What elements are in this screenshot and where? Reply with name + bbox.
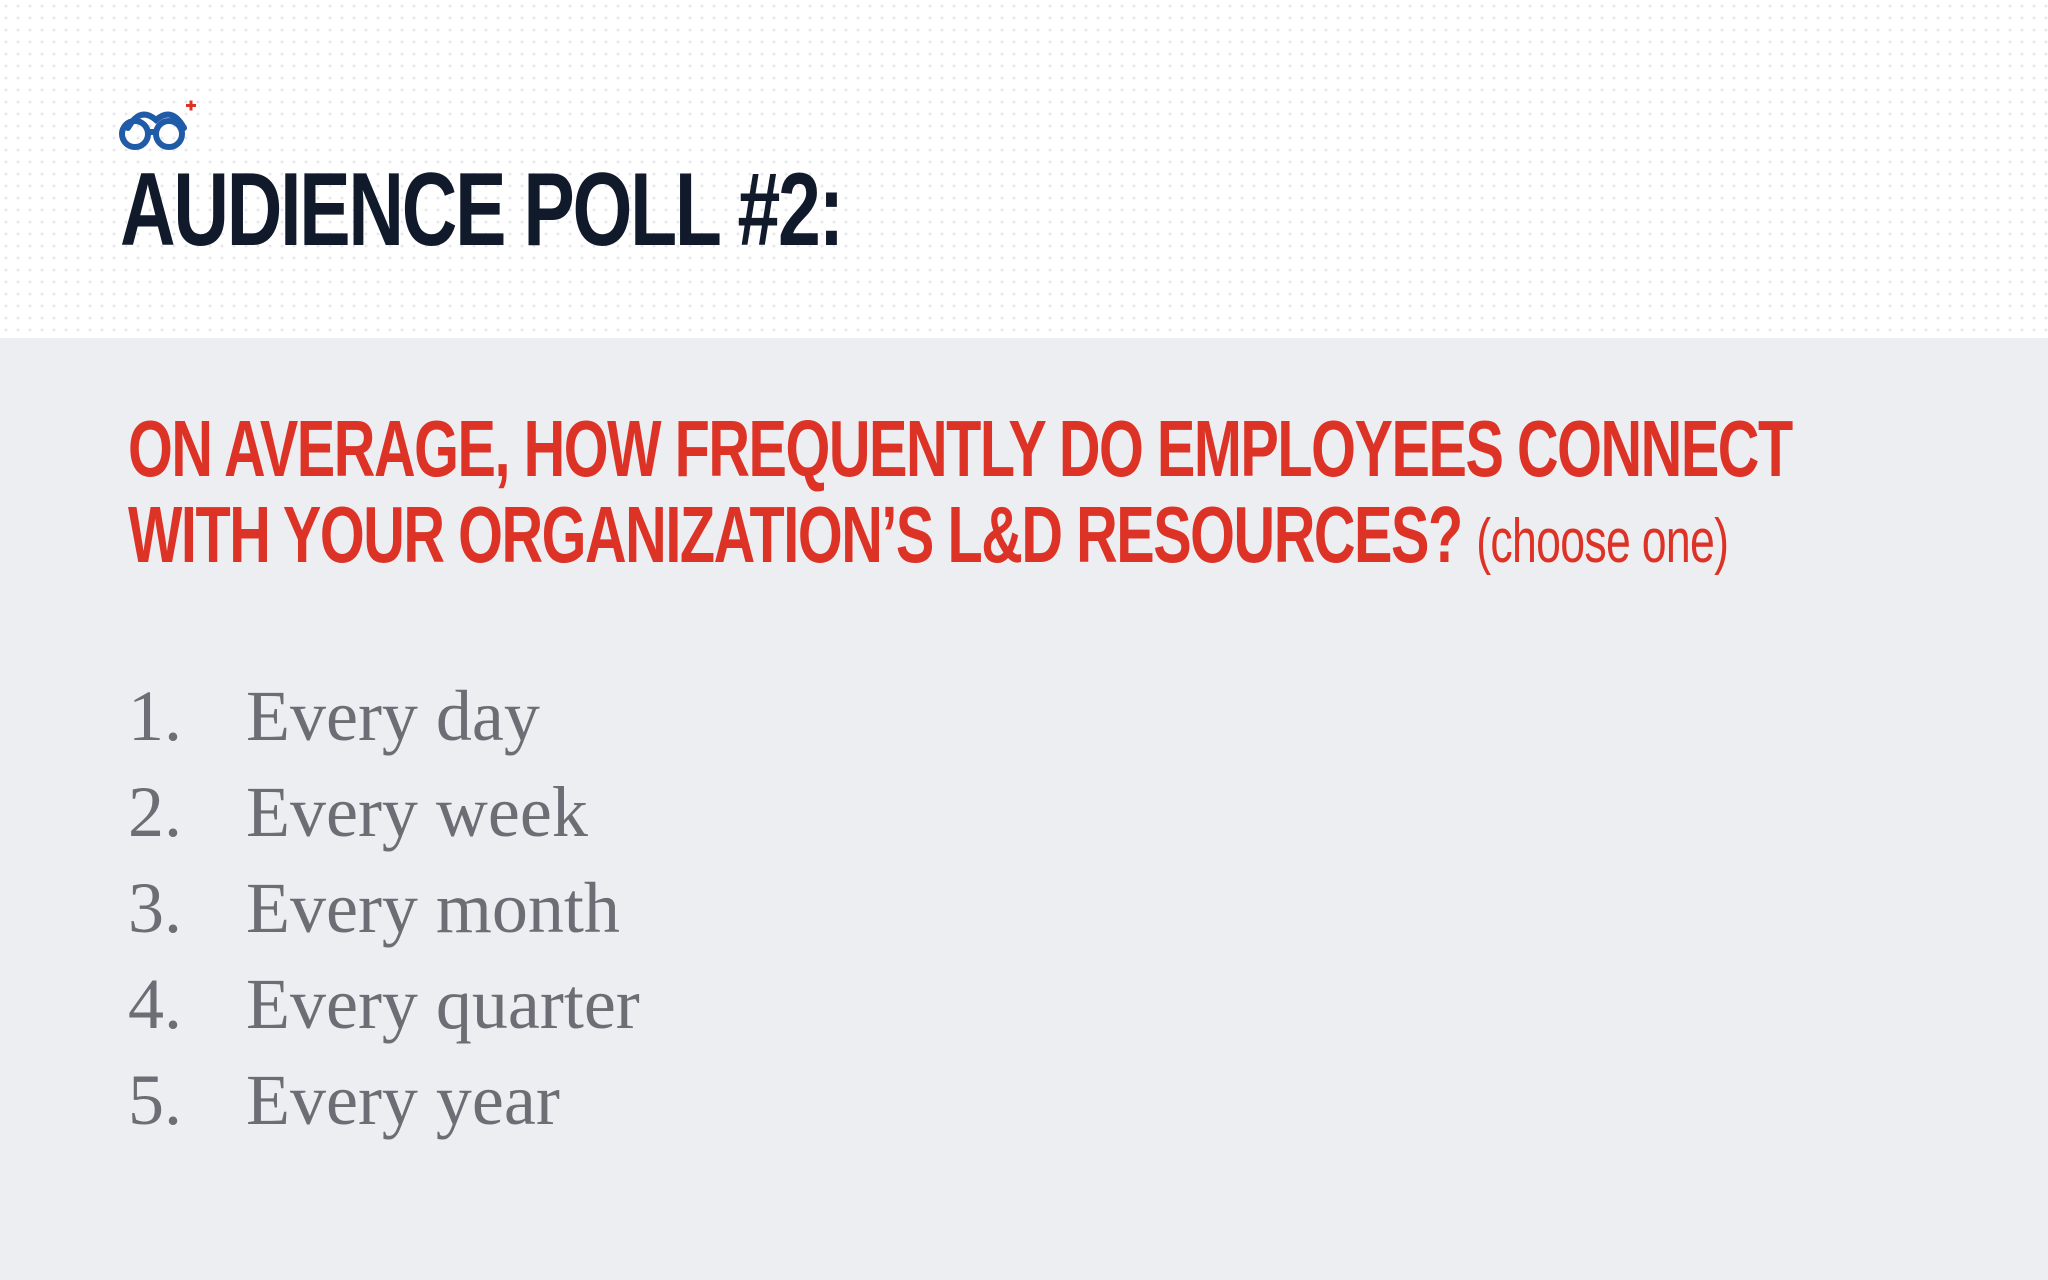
option-number: 3. — [128, 868, 182, 948]
option-number: 4. — [128, 964, 182, 1044]
option-item: 3. Every month — [128, 860, 640, 956]
content-panel — [0, 338, 2048, 1280]
option-label: Every month — [246, 868, 620, 948]
option-item: 2. Every week — [128, 764, 640, 860]
glasses-logo-icon — [114, 98, 198, 152]
page-title: AUDIENCE POLL #2: — [120, 152, 844, 268]
option-number: 5. — [128, 1060, 182, 1140]
option-item: 4. Every quarter — [128, 956, 640, 1052]
question-line-2: WITH YOUR ORGANIZATION’S L&D RESOURCES? … — [128, 492, 1792, 585]
option-label: Every day — [246, 676, 540, 756]
option-label: Every quarter — [246, 964, 640, 1044]
option-label: Every week — [246, 772, 588, 852]
option-label: Every year — [246, 1060, 560, 1140]
answer-options: 1. Every day 2. Every week 3. Every month 4… — [128, 668, 640, 1148]
option-number: 2. — [128, 772, 182, 852]
option-item: 5. Every year — [128, 1052, 640, 1148]
question-line-1: ON AVERAGE, HOW FREQUENTLY DO EMPLOYEES … — [128, 404, 1793, 493]
header-band — [0, 0, 2048, 338]
question-hint: (choose one) — [1476, 507, 1729, 576]
option-item: 1. Every day — [128, 668, 640, 764]
question-line-2-text: WITH YOUR ORGANIZATION’S L&D RESOURCES? — [128, 490, 1463, 579]
option-number: 1. — [128, 676, 182, 756]
poll-question: ON AVERAGE, HOW FREQUENTLY DO EMPLOYEES … — [128, 404, 1793, 585]
